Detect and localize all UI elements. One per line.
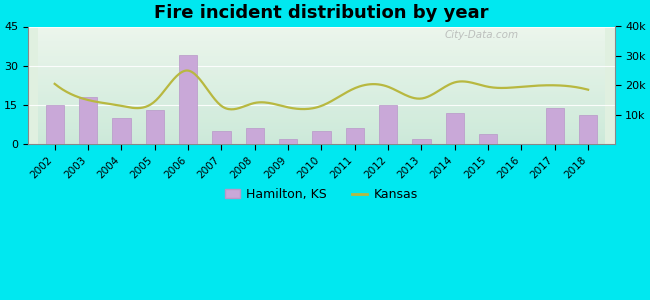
Bar <box>412 139 430 144</box>
Bar <box>246 128 264 144</box>
Bar <box>279 139 297 144</box>
Bar <box>479 134 497 144</box>
Bar <box>179 55 197 144</box>
Bar <box>446 113 464 144</box>
Bar <box>146 110 164 144</box>
Bar <box>212 131 231 144</box>
Bar <box>579 116 597 144</box>
Bar <box>312 131 331 144</box>
Text: City-Data.com: City-Data.com <box>445 30 519 40</box>
Bar <box>79 97 97 144</box>
Title: Fire incident distribution by year: Fire incident distribution by year <box>154 4 489 22</box>
Bar <box>346 128 364 144</box>
Bar <box>379 105 397 144</box>
Legend: Hamilton, KS, Kansas: Hamilton, KS, Kansas <box>220 183 422 206</box>
Bar <box>46 105 64 144</box>
Bar <box>545 107 564 144</box>
Bar <box>112 118 131 144</box>
